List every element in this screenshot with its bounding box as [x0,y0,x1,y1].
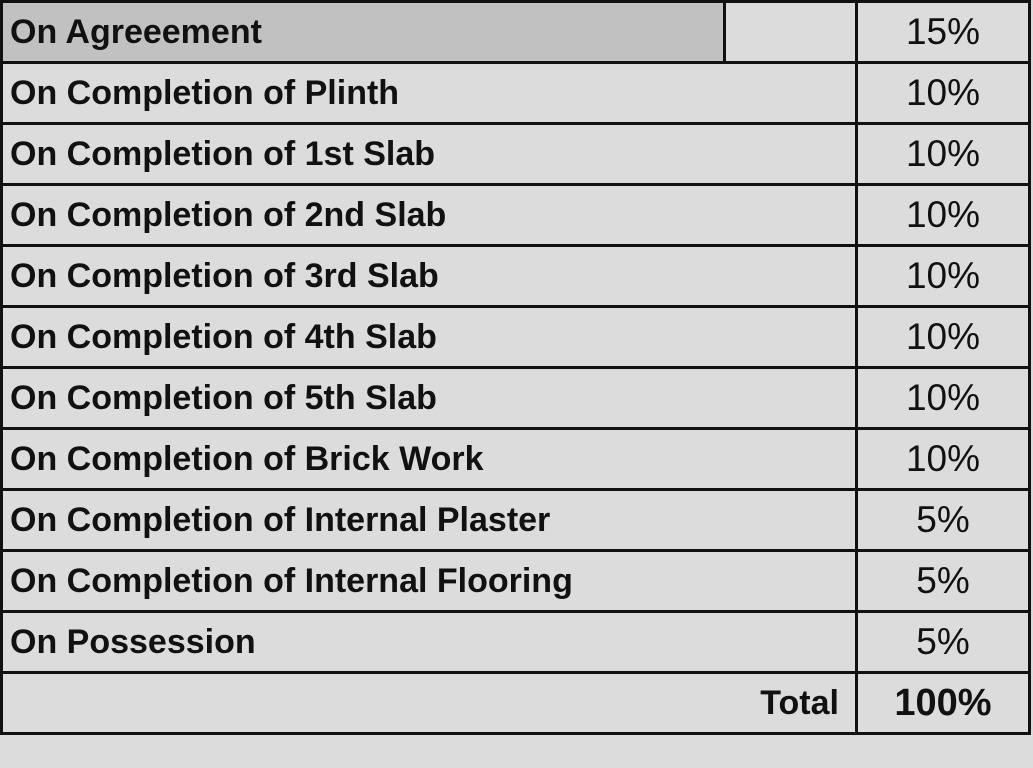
stage-label: On Completion of 4th Slab [10,317,437,356]
stage-label: On Completion of 1st Slab [10,134,436,173]
stage-cell: On Completion of Brick Work [0,427,858,491]
stage-cell: On Completion of Internal Plaster [0,488,858,552]
percent-cell: 10% [855,61,1031,125]
percent-cell: 10% [855,244,1031,308]
total-label: Total [0,671,858,735]
table-row: On Agreeement 15% [0,0,1031,64]
percent-cell: 10% [855,122,1031,186]
stage-label: On Completion of Internal Flooring [10,561,573,600]
stage-label: On Completion of 3rd Slab [10,256,439,295]
total-value: 100% [855,671,1031,735]
percent-cell: 5% [855,488,1031,552]
percent-cell: 10% [855,183,1031,247]
table-row: On Completion of 5th Slab 10% [0,366,1031,430]
percent-cell: 5% [855,549,1031,613]
stage-label: On Possession [10,622,256,661]
stage-cell: On Agreeement [0,0,858,64]
percent-cell: 10% [855,427,1031,491]
table-row: On Completion of Internal Flooring 5% [0,549,1031,613]
table-row: On Completion of 1st Slab 10% [0,122,1031,186]
stage-cell: On Completion of 2nd Slab [0,183,858,247]
highlight-cell [3,3,726,61]
table-row: On Completion of Brick Work 10% [0,427,1031,491]
stage-cell: On Completion of Internal Flooring [0,549,858,613]
stage-label: On Completion of Internal Plaster [10,500,551,539]
stage-cell: On Completion of 3rd Slab [0,244,858,308]
stage-label: On Completion of Brick Work [10,439,484,478]
table-row: On Completion of 4th Slab 10% [0,305,1031,369]
table-row: On Completion of 2nd Slab 10% [0,183,1031,247]
percent-cell: 15% [855,0,1031,64]
stage-cell: On Completion of 4th Slab [0,305,858,369]
table-row: On Completion of 3rd Slab 10% [0,244,1031,308]
stage-cell: On Possession [0,610,858,674]
stage-label: On Completion of 5th Slab [10,378,437,417]
stage-label: On Completion of 2nd Slab [10,195,447,234]
stage-cell: On Completion of 1st Slab [0,122,858,186]
stage-label: On Agreeement [10,12,262,51]
percent-cell: 10% [855,366,1031,430]
total-row: Total 100% [0,671,1031,735]
percent-cell: 5% [855,610,1031,674]
stage-label: On Completion of Plinth [10,73,400,112]
stage-cell: On Completion of Plinth [0,61,858,125]
payment-schedule-table: On Agreeement 15% On Completion of Plinth 1… [0,0,1031,735]
percent-cell: 10% [855,305,1031,369]
table-row: On Possession 5% [0,610,1031,674]
stage-cell: On Completion of 5th Slab [0,366,858,430]
table-row: On Completion of Internal Plaster 5% [0,488,1031,552]
table-row: On Completion of Plinth 10% [0,61,1031,125]
